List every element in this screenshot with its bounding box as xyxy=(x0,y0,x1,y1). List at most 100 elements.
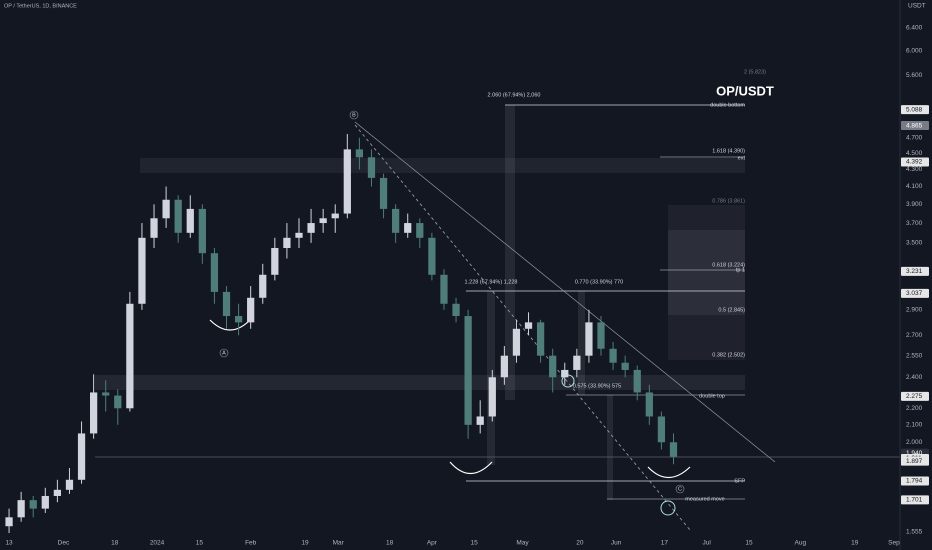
fib-box xyxy=(668,205,745,360)
candle-body xyxy=(247,297,255,323)
candle-body xyxy=(464,316,472,425)
candle-body xyxy=(524,322,533,329)
price-marker-label: 3.037 xyxy=(906,290,923,297)
y-tick-label: 2.000 xyxy=(906,439,923,446)
candle-body xyxy=(174,199,182,233)
y-tick-label: 1.555 xyxy=(906,529,923,536)
y-tick-label: 3.700 xyxy=(906,220,923,227)
annotation: A xyxy=(222,350,226,356)
candle-body xyxy=(633,369,641,393)
candle-body xyxy=(609,348,617,363)
circle xyxy=(660,500,676,516)
annotation: 0.575 (33.90%) 575 xyxy=(573,383,621,389)
candle-body xyxy=(138,237,146,304)
annotation: measured move xyxy=(685,496,724,502)
annotation: tp 1 xyxy=(736,267,745,273)
price-marker-label: 1.794 xyxy=(906,478,923,485)
zone xyxy=(140,158,745,173)
x-tick-label: 13 xyxy=(5,540,13,547)
candle-body xyxy=(29,500,37,509)
candle-body xyxy=(186,208,194,233)
candle-body xyxy=(573,355,581,370)
price-marker-label: 1.940 xyxy=(906,450,923,457)
y-tick-label: 6.400 xyxy=(906,25,923,32)
x-tick-label: 19 xyxy=(301,540,309,547)
y-tick-label: 3.500 xyxy=(906,240,923,247)
y-tick-label: 2.900 xyxy=(906,307,923,314)
annotation: 0.5 (2.845) xyxy=(718,307,745,313)
candle-body xyxy=(271,247,279,275)
candle-body xyxy=(645,392,653,417)
candle-body xyxy=(597,322,605,349)
candle-body xyxy=(319,218,327,224)
candle-body xyxy=(404,223,412,233)
measure-bar xyxy=(607,395,613,500)
price-marker-label: 5.088 xyxy=(906,106,923,113)
annotation: 1.228 (67.94%) 1,228 xyxy=(465,279,518,285)
candle-body xyxy=(500,355,508,378)
candle-body xyxy=(657,416,666,443)
candle-body xyxy=(488,377,496,417)
annotation: B xyxy=(352,112,356,118)
y-tick-label: 4.700 xyxy=(906,135,923,142)
candle-body xyxy=(102,392,110,396)
y-tick-label: 2.100 xyxy=(906,422,923,429)
measure-bar xyxy=(578,291,585,395)
x-tick-label: 2024 xyxy=(150,540,165,547)
candle-body xyxy=(295,232,303,238)
x-tick-label: Mar xyxy=(333,540,345,547)
candle-body xyxy=(17,500,25,518)
y-tick-label: 6.000 xyxy=(906,48,923,55)
y-tick-label: 2.550 xyxy=(906,352,923,359)
annotation: 1.618 (4.390) xyxy=(712,148,745,154)
annotation: C xyxy=(678,486,682,492)
annotation: 0.382 (2.502) xyxy=(712,352,745,358)
x-tick-label: 15 xyxy=(471,540,479,547)
candle-body xyxy=(669,442,678,457)
annotation: double bottom xyxy=(710,102,745,108)
candle-body xyxy=(234,316,243,323)
price-marker-label: 4.865 xyxy=(906,122,923,129)
candle-body xyxy=(428,237,436,275)
x-tick-label: Feb xyxy=(245,540,257,547)
y-tick-label: 2.700 xyxy=(906,332,923,339)
candle-body xyxy=(379,177,388,209)
candle-body xyxy=(585,322,593,356)
candle-body xyxy=(452,303,460,317)
y-tick-label: 3.900 xyxy=(906,201,923,208)
currency: USDT xyxy=(908,3,926,10)
x-tick-label: Apr xyxy=(427,540,438,547)
candle-body xyxy=(162,199,170,219)
candle-body xyxy=(77,433,86,480)
y-tick-label: 4.300 xyxy=(906,166,923,173)
annotation: SFP xyxy=(734,478,745,484)
price-marker-label: 1.897 xyxy=(906,458,923,465)
annotation: 0.618 (3.224) xyxy=(712,262,745,268)
measure-bar xyxy=(505,105,515,400)
fib-box xyxy=(668,230,745,315)
x-tick-label: May xyxy=(516,540,529,547)
candle-body xyxy=(150,218,158,238)
x-tick-label: 17 xyxy=(661,540,669,547)
price-marker-label: 1.701 xyxy=(906,497,923,504)
chart-title: OP/USDT xyxy=(716,83,774,98)
x-tick-label: 20 xyxy=(576,540,584,547)
candle-body xyxy=(331,213,339,219)
y-tick-label: 5.600 xyxy=(906,72,923,79)
candle-body xyxy=(222,291,231,317)
arc xyxy=(209,319,251,331)
annotation: 0.786 (3.861) xyxy=(712,198,745,204)
price-marker xyxy=(901,288,929,298)
candle-body xyxy=(355,149,364,158)
y-tick-label: 2.200 xyxy=(906,405,923,412)
y-tick-label: 4.500 xyxy=(906,150,923,157)
candle-body xyxy=(114,395,122,409)
label-circle xyxy=(219,348,229,358)
annotation: 0.770 (33.90%) 770 xyxy=(575,279,623,285)
candle-body xyxy=(90,392,98,434)
annotation: 2 (5.823) xyxy=(744,69,766,75)
candle-body xyxy=(416,223,424,238)
header: OP / TetherUS, 1D, BINANCE xyxy=(4,3,77,9)
price-marker xyxy=(901,121,929,131)
